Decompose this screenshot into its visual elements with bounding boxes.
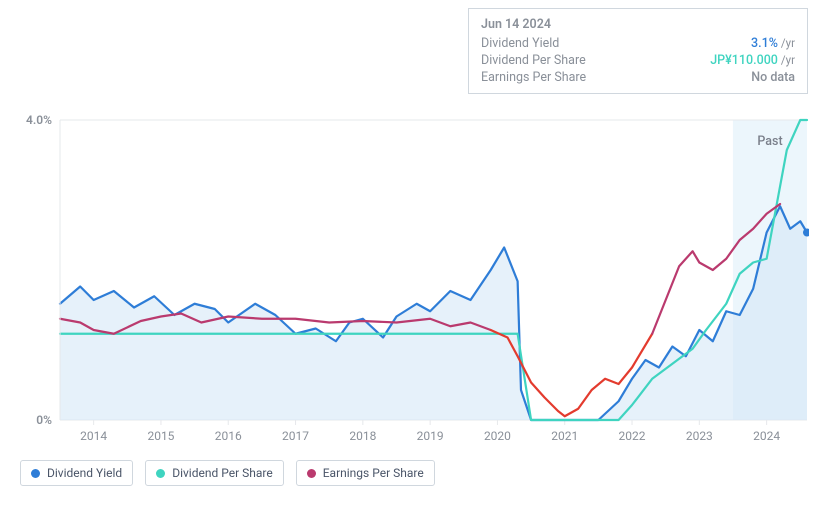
chart-tooltip: Jun 14 2024 Dividend Yield 3.1%/yrDivide… <box>468 8 808 94</box>
legend-dot-icon <box>307 469 316 478</box>
legend-label: Earnings Per Share <box>323 466 424 480</box>
tooltip-label: Earnings Per Share <box>481 70 586 85</box>
xtick-label: 2020 <box>484 429 511 443</box>
legend: Dividend Yield Dividend Per Share Earnings… <box>20 460 435 486</box>
xtick-label: 2017 <box>282 429 309 443</box>
xtick-label: 2019 <box>417 429 444 443</box>
ytick-label: 4.0% <box>26 113 52 127</box>
legend-dot-icon <box>31 469 40 478</box>
xtick-label: 2015 <box>147 429 174 443</box>
tooltip-value: No data <box>751 70 795 85</box>
legend-label: Dividend Yield <box>47 466 122 480</box>
xtick-label: 2023 <box>686 429 713 443</box>
tooltip-label: Dividend Yield <box>481 36 559 51</box>
tooltip-row: Dividend Yield 3.1%/yr <box>481 36 795 51</box>
xtick-label: 2024 <box>753 429 780 443</box>
legend-label: Dividend Per Share <box>172 466 273 480</box>
tooltip-date: Jun 14 2024 <box>481 17 795 32</box>
tooltip-value: JP¥110.000/yr <box>710 53 795 68</box>
chart: 0% 4.0% 2014 2015 2016 2017 2018 2019 2020 2021 20… <box>20 108 809 448</box>
tooltip-value: 3.1%/yr <box>751 36 795 51</box>
tooltip-row: Dividend Per Share JP¥110.000/yr <box>481 53 795 68</box>
legend-item[interactable]: Dividend Per Share <box>145 460 284 486</box>
past-label: Past <box>757 134 782 149</box>
xtick-label: 2014 <box>80 429 107 443</box>
legend-item[interactable]: Dividend Yield <box>20 460 133 486</box>
xtick-label: 2018 <box>349 429 376 443</box>
tooltip-row: Earnings Per Share No data <box>481 70 795 85</box>
xtick-label: 2016 <box>215 429 242 443</box>
xtick-label: 2021 <box>551 429 578 443</box>
legend-dot-icon <box>156 469 165 478</box>
xtick-label: 2022 <box>619 429 646 443</box>
legend-item[interactable]: Earnings Per Share <box>296 460 435 486</box>
ytick-label: 0% <box>36 413 52 427</box>
tooltip-label: Dividend Per Share <box>481 53 586 68</box>
